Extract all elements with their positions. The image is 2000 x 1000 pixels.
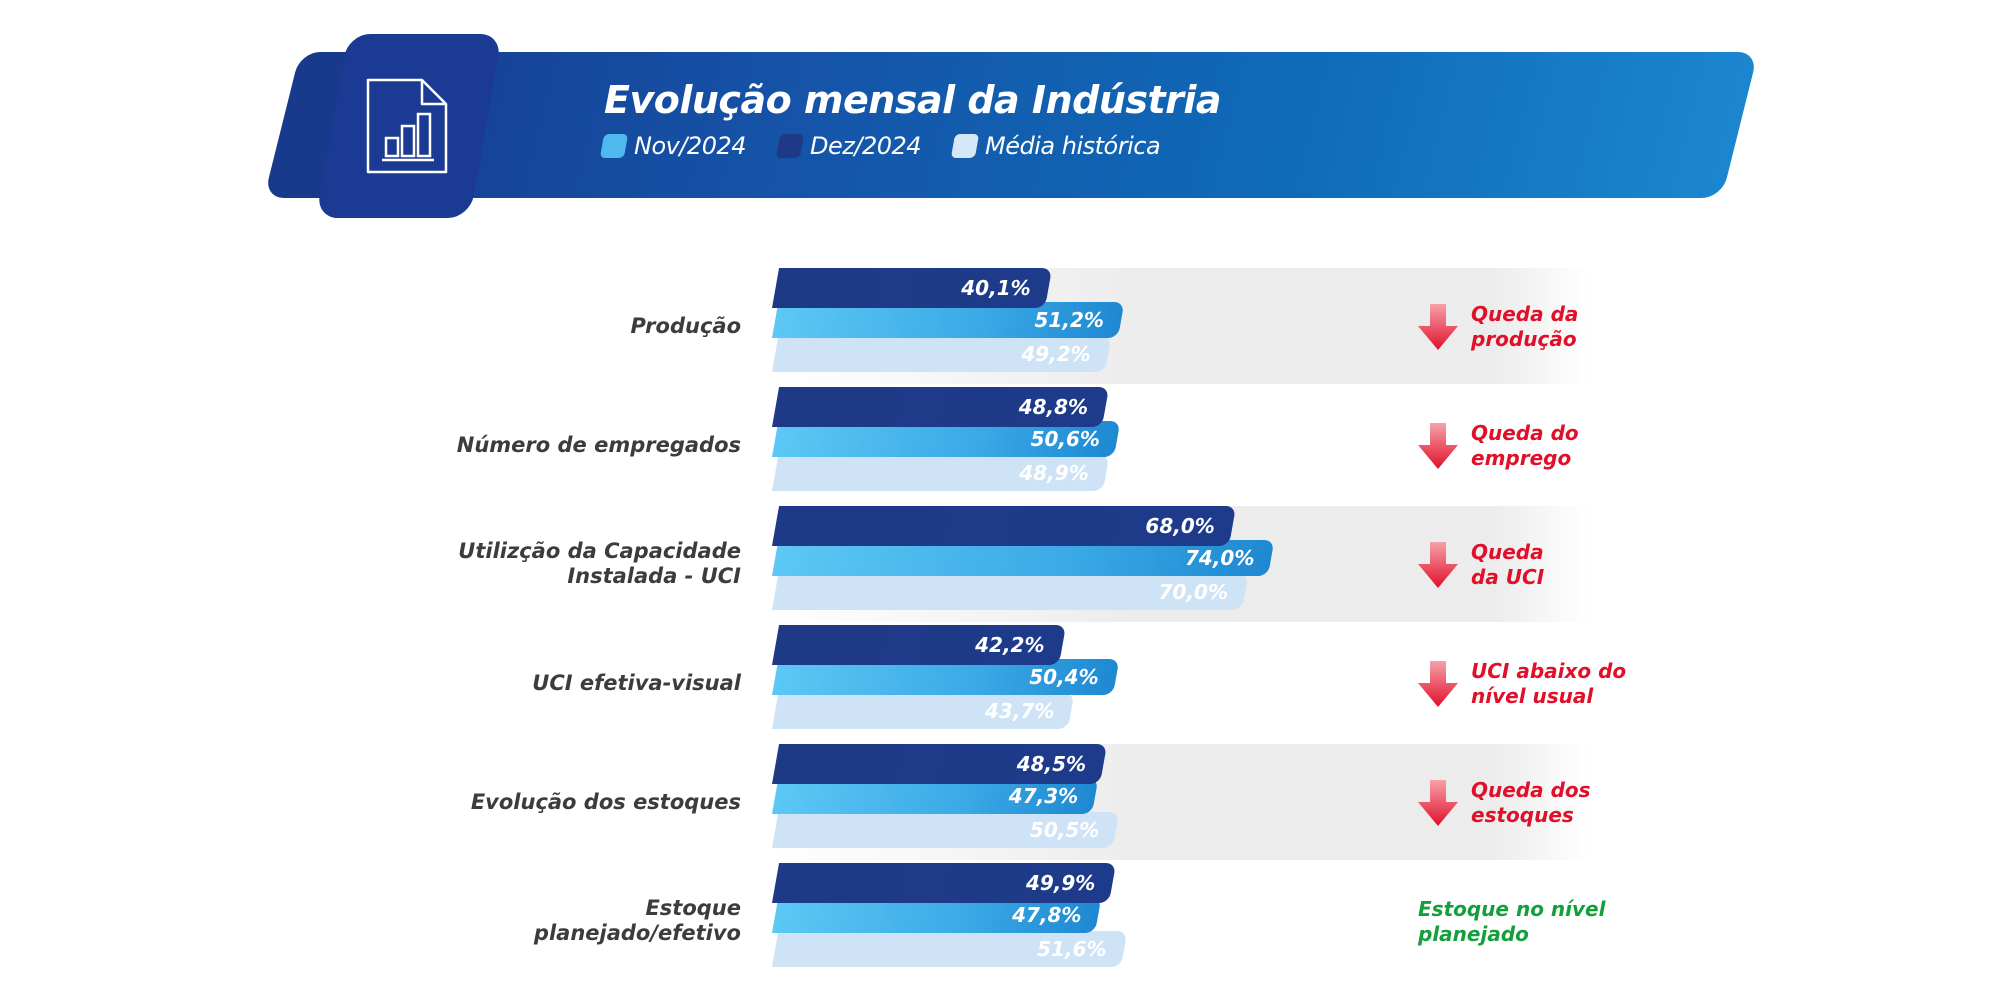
- bar-value-label: 49,9%: [1025, 871, 1096, 895]
- trend-annotation-line: produção: [1471, 327, 1577, 351]
- trend-annotation-line: emprego: [1471, 446, 1572, 470]
- bar-value-label: 50,4%: [1029, 665, 1099, 689]
- category-label-line: UCI efetiva-visual: [532, 670, 741, 695]
- bar-value-label: 48,5%: [1016, 752, 1087, 776]
- trend-annotation-line: nível usual: [1471, 684, 1594, 708]
- chart-document-icon: [366, 78, 448, 174]
- bar-value-label: 51,2%: [1034, 308, 1104, 332]
- trend-annotation-line: da UCI: [1471, 565, 1545, 589]
- trend-annotation: Estoque no nível planejado: [1418, 897, 1605, 947]
- trend-annotation-line: Queda do: [1471, 421, 1579, 445]
- legend-swatch-nov: [599, 134, 629, 158]
- category-label: Utilizção da Capacidade Instalada - UCI: [458, 539, 741, 589]
- category-label: Número de empregados: [457, 433, 741, 458]
- trend-annotation: Queda do emprego: [1471, 421, 1579, 471]
- down-arrow-icon: [1418, 423, 1458, 469]
- trend-annotation-line: estoques: [1471, 803, 1574, 827]
- legend-label-nov: Nov/2024: [634, 132, 747, 160]
- legend: Nov/2024 Dez/2024 Média histórica: [599, 132, 1192, 160]
- category-label-line: Instalada - UCI: [567, 564, 741, 588]
- bar-value-label: 49,2%: [1021, 342, 1091, 366]
- legend-swatch-dez: [775, 134, 805, 158]
- category-label-line: Evolução dos estoques: [470, 789, 741, 814]
- trend-annotation-line: Queda da: [1471, 302, 1579, 326]
- trend-annotation-line: Queda dos: [1471, 778, 1591, 802]
- trend-annotation-line: planejado: [1418, 922, 1529, 946]
- bar-value-label: 43,7%: [985, 699, 1055, 723]
- legend-item-dez: Dez/2024: [775, 132, 922, 160]
- bar-value-label: 74,0%: [1185, 546, 1255, 570]
- legend-label-dez: Dez/2024: [810, 132, 922, 160]
- category-label: Estoque planejado/efetivo: [534, 896, 741, 946]
- trend-annotation-line: Estoque no nível: [1418, 897, 1606, 921]
- down-arrow-icon: [1418, 780, 1458, 826]
- trend-annotation: Queda da UCI: [1471, 540, 1544, 590]
- trend-annotation: UCI abaixo do nível usual: [1471, 659, 1626, 709]
- legend-item-hist: Média histórica: [950, 132, 1161, 160]
- bar-value-label: 68,0%: [1145, 514, 1215, 538]
- bar-value-label: 48,9%: [1019, 461, 1089, 485]
- category-label-line: Produção: [630, 313, 741, 338]
- down-arrow-icon: [1418, 304, 1458, 350]
- trend-annotation-line: UCI abaixo do: [1471, 659, 1627, 683]
- category-label: Produção: [630, 314, 741, 339]
- legend-label-hist: Média histórica: [985, 132, 1161, 160]
- category-label-line: planejado/efetivo: [533, 921, 741, 945]
- trend-annotation: Queda dos estoques: [1471, 778, 1591, 828]
- category-label-line: Utilizção da Capacidade: [458, 539, 741, 563]
- legend-item-nov: Nov/2024: [599, 132, 747, 160]
- bar-value-label: 51,6%: [1037, 937, 1107, 961]
- bar-value-label: 42,2%: [975, 633, 1045, 657]
- bar-value-label: 47,8%: [1012, 903, 1082, 927]
- bar-value-label: 50,5%: [1029, 818, 1100, 842]
- chart-title: Evolução mensal da Indústria: [604, 78, 1222, 122]
- bar-value-label: 47,3%: [1008, 784, 1079, 808]
- trend-annotation-line: Queda: [1471, 540, 1544, 564]
- bar-value-label: 70,0%: [1158, 580, 1228, 604]
- trend-annotation: Queda da produção: [1471, 302, 1578, 352]
- bar-value-label: 40,1%: [961, 276, 1031, 300]
- category-label-line: Número de empregados: [456, 432, 741, 457]
- bar-value-label: 48,8%: [1018, 395, 1089, 419]
- down-arrow-icon: [1418, 542, 1458, 588]
- down-arrow-icon: [1418, 661, 1458, 707]
- category-label: Evolução dos estoques: [471, 790, 741, 815]
- legend-swatch-hist: [950, 134, 980, 158]
- category-label-line: Estoque: [645, 896, 741, 920]
- category-label: UCI efetiva-visual: [532, 671, 741, 696]
- bar-value-label: 50,6%: [1030, 427, 1100, 451]
